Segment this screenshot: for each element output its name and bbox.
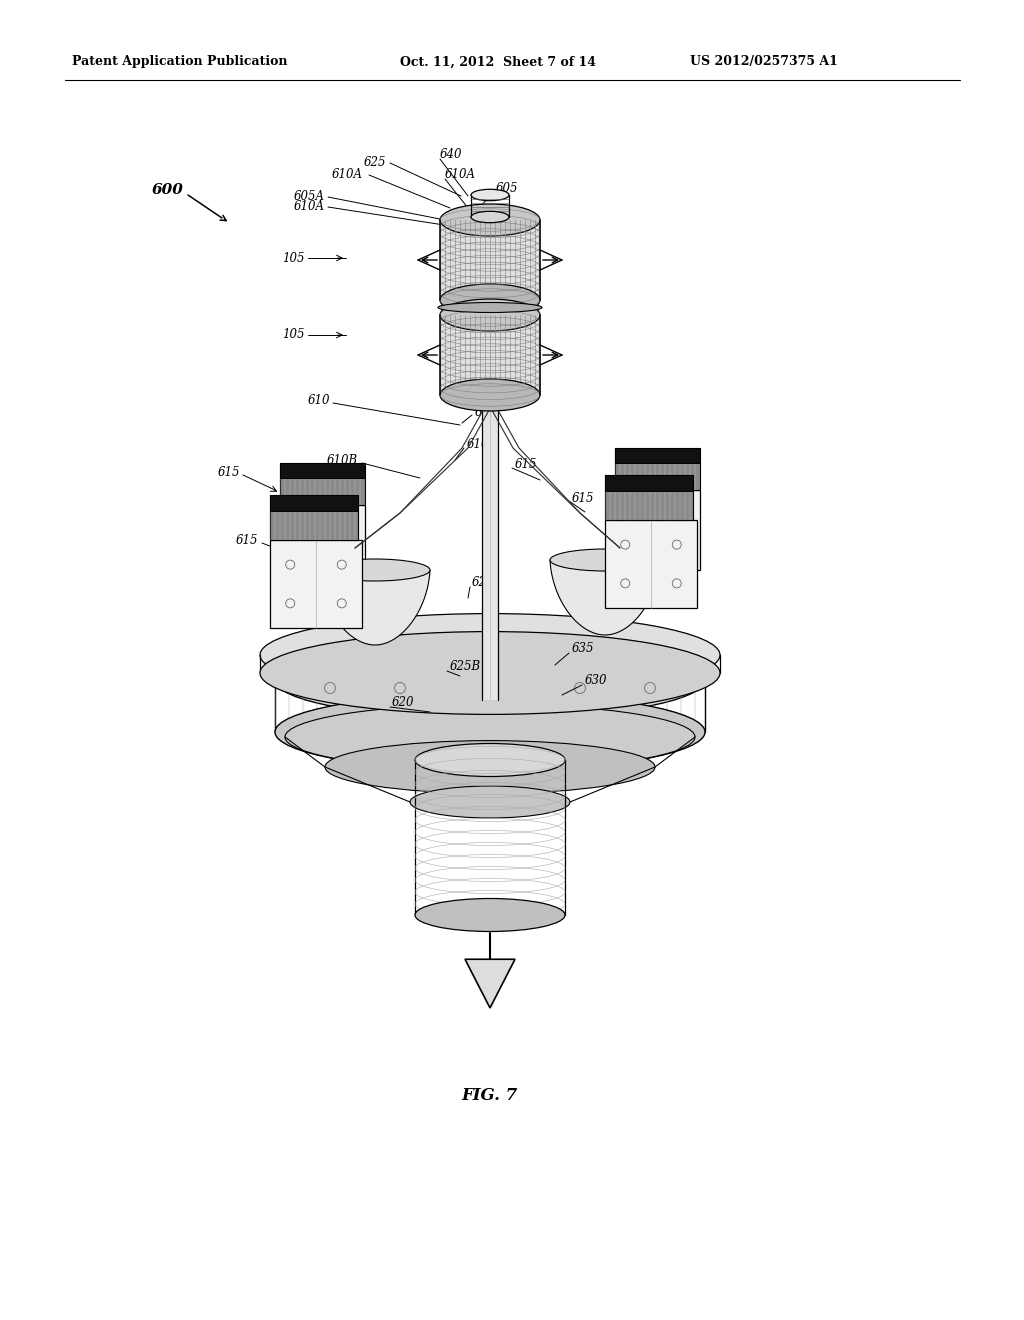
Bar (605, 475, 693, 491)
Bar (280, 506, 365, 585)
Bar (605, 475, 693, 520)
Ellipse shape (410, 785, 570, 818)
Text: 105: 105 (283, 329, 305, 342)
Text: 605B: 605B (496, 371, 527, 384)
Ellipse shape (260, 614, 720, 697)
Text: 605C: 605C (505, 293, 537, 306)
Ellipse shape (415, 899, 565, 932)
Text: 625B: 625B (450, 660, 481, 672)
Text: 105: 105 (505, 329, 527, 342)
Ellipse shape (319, 558, 430, 581)
Text: 610: 610 (307, 393, 330, 407)
Text: US 2012/0257375 A1: US 2012/0257375 A1 (690, 55, 838, 69)
Text: 105: 105 (283, 252, 305, 264)
Text: 630: 630 (585, 673, 607, 686)
Ellipse shape (440, 205, 540, 236)
Text: 615: 615 (515, 458, 538, 471)
Text: 610A: 610A (294, 201, 325, 214)
Bar (280, 463, 365, 478)
Ellipse shape (415, 743, 565, 776)
Ellipse shape (285, 704, 695, 770)
Bar (280, 463, 365, 506)
Text: 615: 615 (217, 466, 240, 479)
Bar (440, 220, 540, 300)
Polygon shape (465, 960, 515, 1008)
Ellipse shape (438, 302, 542, 313)
Text: 640: 640 (440, 149, 463, 161)
Bar (270, 495, 358, 540)
Ellipse shape (550, 549, 660, 572)
Bar (270, 540, 362, 628)
Ellipse shape (325, 741, 655, 793)
Text: 105: 105 (505, 252, 527, 264)
Ellipse shape (275, 693, 705, 771)
Text: FIG. 7: FIG. 7 (462, 1086, 518, 1104)
Text: 610B: 610B (467, 438, 498, 451)
Ellipse shape (275, 642, 705, 718)
Text: 615: 615 (572, 491, 595, 504)
Text: 605A: 605A (294, 190, 325, 203)
Bar (615, 490, 700, 570)
Ellipse shape (471, 189, 509, 201)
Text: 620: 620 (392, 696, 415, 709)
Ellipse shape (260, 631, 720, 714)
Bar (615, 447, 700, 463)
Bar (482, 389, 498, 700)
Text: 625: 625 (364, 157, 386, 169)
Bar (270, 495, 358, 511)
Ellipse shape (471, 211, 509, 223)
Bar (440, 315, 540, 395)
Text: 600: 600 (152, 183, 184, 197)
Polygon shape (550, 560, 660, 635)
Text: 615: 615 (236, 533, 258, 546)
Text: 605: 605 (496, 181, 518, 194)
Text: 610: 610 (475, 405, 498, 418)
Bar (615, 447, 700, 490)
Ellipse shape (440, 379, 540, 411)
Text: 610A: 610A (332, 169, 362, 181)
Ellipse shape (440, 300, 540, 331)
Text: 625: 625 (472, 576, 495, 589)
Text: 610A: 610A (445, 169, 476, 181)
Bar (605, 520, 697, 609)
Text: 635: 635 (572, 642, 595, 655)
Text: Patent Application Publication: Patent Application Publication (72, 55, 288, 69)
Text: 610B: 610B (327, 454, 358, 466)
Ellipse shape (440, 284, 540, 315)
Text: Oct. 11, 2012  Sheet 7 of 14: Oct. 11, 2012 Sheet 7 of 14 (400, 55, 596, 69)
Polygon shape (319, 570, 430, 645)
